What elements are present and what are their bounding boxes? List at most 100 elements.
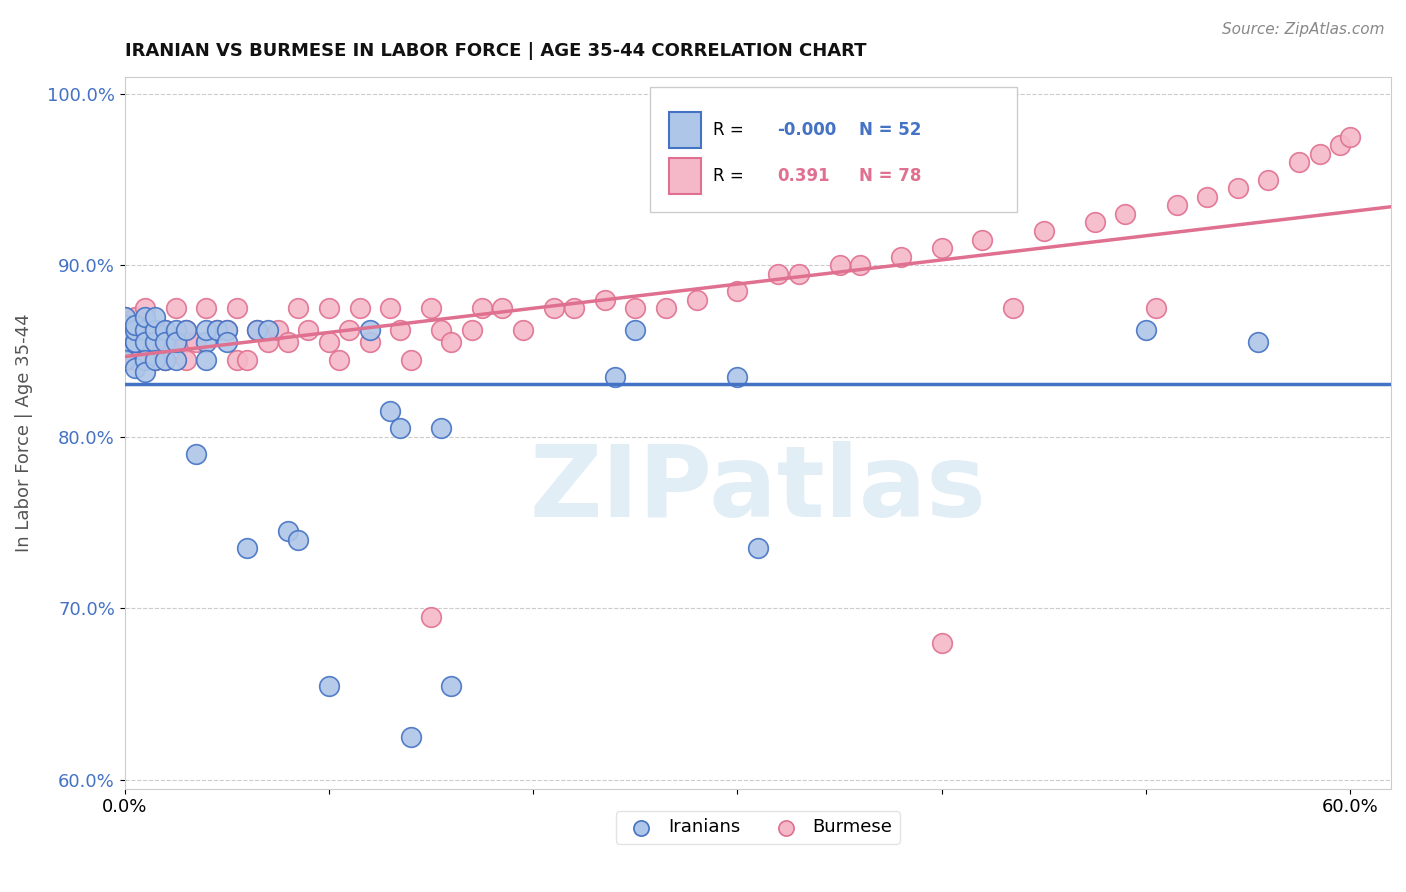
Point <box>114 352 136 367</box>
Point <box>134 324 156 338</box>
Point <box>399 352 422 367</box>
Point <box>134 335 156 350</box>
Point <box>430 324 453 338</box>
Point <box>624 301 647 316</box>
Point <box>378 404 401 418</box>
Point <box>124 310 146 324</box>
Point <box>155 352 177 367</box>
Point <box>165 352 187 367</box>
Text: IRANIAN VS BURMESE IN LABOR FORCE | AGE 35-44 CORRELATION CHART: IRANIAN VS BURMESE IN LABOR FORCE | AGE … <box>125 42 866 60</box>
Point <box>787 267 810 281</box>
Point <box>287 533 309 547</box>
Point <box>624 324 647 338</box>
Point <box>165 335 187 350</box>
Point <box>195 324 218 338</box>
Point <box>184 335 207 350</box>
Point <box>389 324 412 338</box>
Point <box>165 335 187 350</box>
Point <box>562 301 585 316</box>
Point <box>972 233 994 247</box>
Point <box>349 301 371 316</box>
Point <box>134 310 156 324</box>
Point <box>849 258 872 272</box>
Point <box>328 352 350 367</box>
Point <box>318 335 340 350</box>
FancyBboxPatch shape <box>650 87 1018 212</box>
Point <box>399 730 422 744</box>
Point <box>143 335 166 350</box>
Point <box>215 324 238 338</box>
Point <box>931 241 953 255</box>
Point <box>155 335 177 350</box>
Point <box>155 335 177 350</box>
Point <box>226 352 249 367</box>
Point <box>236 541 259 556</box>
Point <box>114 318 136 333</box>
Point <box>747 541 769 556</box>
Point <box>256 335 278 350</box>
Point <box>267 324 290 338</box>
Point <box>603 369 626 384</box>
Point <box>246 324 269 338</box>
Point <box>491 301 513 316</box>
Point <box>114 335 136 350</box>
Point <box>1166 198 1188 212</box>
Point <box>124 324 146 338</box>
Point <box>134 352 156 367</box>
Point <box>124 335 146 350</box>
Point <box>174 335 197 350</box>
Point <box>1084 215 1107 229</box>
Point <box>124 335 146 350</box>
Point <box>155 324 177 338</box>
Point <box>337 324 360 338</box>
Point <box>246 324 269 338</box>
Point <box>143 352 166 367</box>
Point <box>1329 138 1351 153</box>
Point <box>1197 189 1219 203</box>
Point <box>430 421 453 435</box>
Point <box>685 293 707 307</box>
Point <box>165 324 187 338</box>
Point <box>215 324 238 338</box>
Point <box>512 324 534 338</box>
Text: R =: R = <box>713 168 749 186</box>
Point <box>134 335 156 350</box>
Point <box>143 352 166 367</box>
Point <box>471 301 494 316</box>
Point <box>890 250 912 264</box>
Point <box>1135 324 1157 338</box>
Point <box>114 326 136 341</box>
Point <box>256 324 278 338</box>
Point <box>1114 207 1136 221</box>
Point <box>114 310 136 324</box>
Point <box>389 421 412 435</box>
Point <box>114 310 136 324</box>
Point <box>124 352 146 367</box>
Text: Source: ZipAtlas.com: Source: ZipAtlas.com <box>1222 22 1385 37</box>
Text: 0.391: 0.391 <box>776 168 830 186</box>
Text: N = 78: N = 78 <box>859 168 921 186</box>
Point <box>165 301 187 316</box>
Point <box>155 352 177 367</box>
Point <box>593 293 616 307</box>
Point <box>226 301 249 316</box>
Point <box>143 324 166 338</box>
Point <box>359 324 381 338</box>
Point <box>655 301 678 316</box>
Point <box>277 524 299 539</box>
Point <box>543 301 565 316</box>
Point <box>124 361 146 376</box>
Point <box>114 324 136 338</box>
Point <box>205 324 228 338</box>
Text: -0.000: -0.000 <box>776 121 837 139</box>
Point <box>420 610 443 624</box>
Point <box>440 335 463 350</box>
Point <box>114 326 136 341</box>
Point <box>215 335 238 350</box>
Point <box>1247 335 1270 350</box>
Text: N = 52: N = 52 <box>859 121 921 139</box>
Point <box>184 447 207 461</box>
Point <box>931 636 953 650</box>
Point <box>236 352 259 367</box>
Point <box>143 324 166 338</box>
